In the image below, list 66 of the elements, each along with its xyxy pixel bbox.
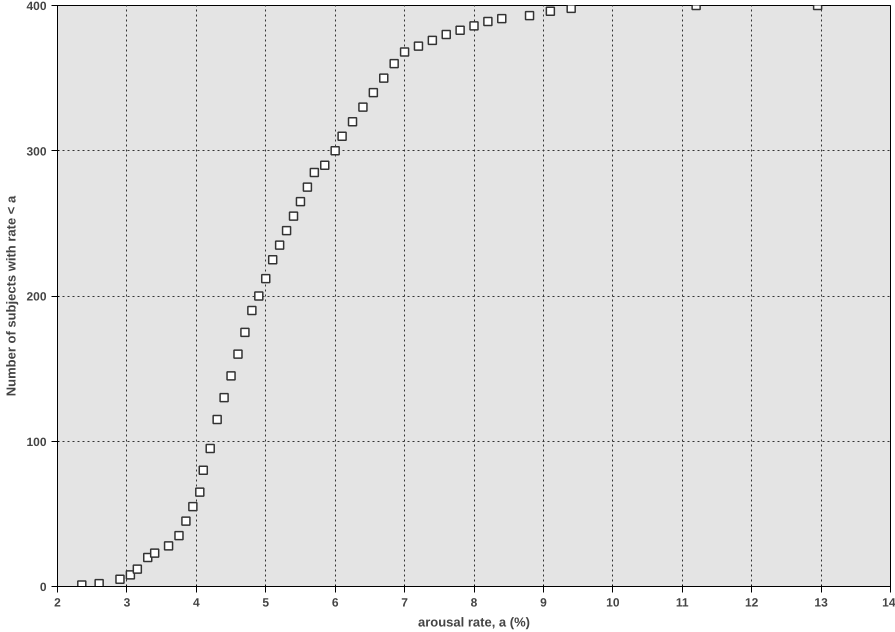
point (358, 102, 368, 112)
x-tick-label: 8 (470, 596, 478, 610)
point (348, 116, 358, 126)
point (330, 146, 340, 156)
point (428, 36, 438, 46)
x-axis-title: arousal rate, a (%) (418, 614, 530, 630)
point (400, 47, 410, 57)
point (205, 444, 215, 454)
x-tick-label: 13 (814, 596, 828, 610)
x-tick-label: 4 (192, 596, 200, 610)
point (226, 371, 236, 381)
point (546, 6, 556, 16)
y-tick-label: 200 (26, 290, 47, 304)
point (282, 226, 292, 236)
point (240, 328, 250, 338)
y-tick-label: 0 (40, 580, 47, 594)
x-tick-label: 10 (606, 596, 620, 610)
x-tick-label: 11 (676, 596, 689, 610)
x-tick-label: 9 (540, 596, 548, 610)
point (150, 548, 160, 558)
point (320, 160, 330, 170)
point (181, 516, 191, 526)
point (524, 10, 534, 20)
point (132, 564, 142, 574)
point (441, 30, 451, 40)
point (368, 88, 378, 98)
point (310, 168, 320, 178)
point (483, 16, 493, 26)
x-tick-label: 5 (262, 596, 270, 610)
point (414, 41, 424, 51)
point (288, 211, 298, 221)
point (219, 392, 229, 402)
point (164, 541, 174, 551)
x-tick-label: 3 (124, 596, 131, 610)
x-tick-label: 14 (882, 596, 895, 610)
point (566, 6, 576, 14)
x-tick-label: 2 (54, 596, 62, 610)
y-tick-label: 300 (26, 144, 47, 158)
point (115, 574, 125, 584)
x-tick-label: 12 (744, 596, 759, 610)
point (455, 25, 465, 35)
x-tick-label: 7 (401, 596, 408, 610)
point (195, 487, 205, 497)
point (126, 570, 136, 580)
point (469, 21, 479, 31)
point (274, 240, 284, 250)
point (268, 254, 278, 264)
point (174, 530, 184, 540)
point (497, 14, 507, 24)
point (261, 274, 270, 284)
point (296, 196, 306, 206)
point (233, 349, 243, 359)
point (247, 306, 257, 316)
y-tick-label: 100 (26, 434, 47, 449)
y-axis-title: Number of subjects with rate < a (3, 194, 18, 396)
point (337, 131, 347, 141)
point (389, 58, 399, 68)
point (379, 73, 389, 83)
x-tick-label: 6 (332, 596, 339, 610)
point (212, 414, 222, 424)
y-tick-label: 400 (26, 0, 47, 13)
point (302, 182, 312, 192)
point (94, 578, 104, 586)
point (254, 291, 264, 301)
point (198, 466, 208, 476)
point (188, 502, 198, 512)
